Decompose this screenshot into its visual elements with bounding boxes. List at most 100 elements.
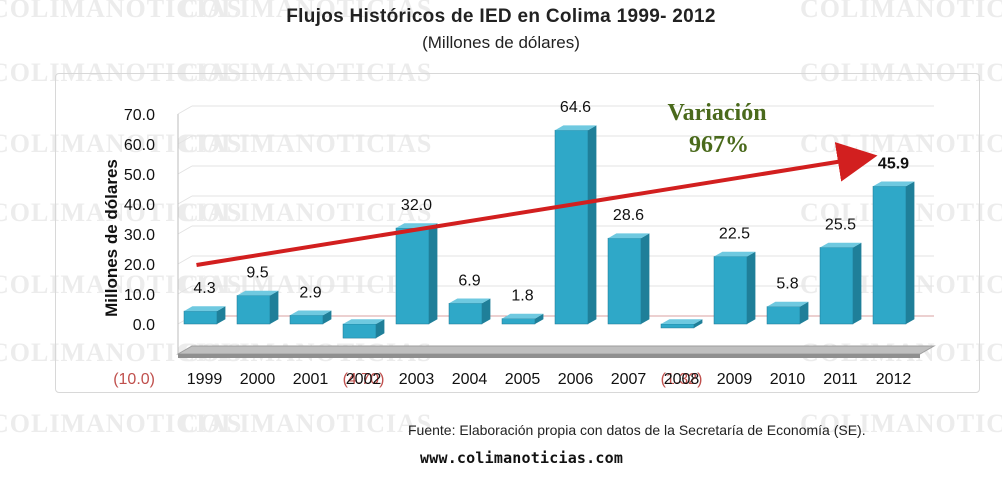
chart-frame <box>55 73 980 393</box>
bar <box>395 223 438 325</box>
annotation-variation-label: Variación <box>667 100 766 126</box>
x-tick-label: 2003 <box>399 371 435 388</box>
bar-top <box>820 242 862 248</box>
gridline-side <box>177 285 193 295</box>
bar-top <box>290 310 332 316</box>
data-label: (1.32) <box>661 371 703 388</box>
gridline-side <box>177 165 193 175</box>
data-label: 4.3 <box>193 280 215 297</box>
annotation-variation-value: 967% <box>689 132 749 158</box>
bar-top <box>449 298 491 304</box>
x-tick-label: 2011 <box>823 371 858 388</box>
bar-front <box>554 129 589 325</box>
bar-side <box>906 181 915 324</box>
bar-top <box>502 313 544 319</box>
chart-subtitle: (Millones de dólares) <box>422 33 580 52</box>
y-tick-label: 20.0 <box>124 257 155 274</box>
x-tick-label: 2009 <box>717 371 753 388</box>
bar-front <box>289 315 324 325</box>
data-label: 25.5 <box>825 217 856 234</box>
bar-side <box>217 306 226 324</box>
bar-front <box>607 237 642 325</box>
bar <box>819 242 862 325</box>
bar <box>342 319 385 339</box>
x-tick-label: 2004 <box>452 371 488 388</box>
gridline-side <box>177 225 193 235</box>
bar-front <box>766 306 801 325</box>
bar-side <box>747 251 756 324</box>
bar <box>448 298 491 325</box>
website-link[interactable]: www.colimanoticias.com <box>420 449 624 467</box>
bar-front <box>501 318 536 325</box>
bar <box>660 319 703 329</box>
bar-top <box>714 251 756 257</box>
bar-side <box>800 301 809 324</box>
bar-side <box>482 298 491 324</box>
x-tick-label: 2006 <box>558 371 594 388</box>
bar-side <box>853 242 862 324</box>
trend-arrow <box>196 142 878 267</box>
chart-floor <box>176 345 936 355</box>
x-tick-label: 2005 <box>505 371 541 388</box>
bar-side <box>588 125 597 325</box>
bar-side <box>641 233 650 324</box>
bar <box>289 310 332 325</box>
bar-top <box>343 319 385 324</box>
bar-top <box>661 319 703 324</box>
bar <box>766 301 809 325</box>
data-label: 9.5 <box>246 265 268 282</box>
x-tick-label: 2002 <box>346 371 382 388</box>
x-tick-label: 2007 <box>611 371 647 388</box>
gridline-side <box>177 255 193 265</box>
data-label: 5.8 <box>776 276 798 293</box>
bar-top <box>555 125 597 131</box>
gridline-side <box>177 105 193 115</box>
chart-floor-edge <box>178 354 920 358</box>
y-tick-label: 0.0 <box>133 317 155 334</box>
bar-top <box>873 181 915 187</box>
bar-side <box>429 223 438 324</box>
chart-title: Flujos Históricos de IED en Colima 1999-… <box>286 6 716 27</box>
bar-side <box>270 290 279 324</box>
data-label: (4.70) <box>343 371 385 388</box>
y-tick-label: 30.0 <box>124 227 155 244</box>
bar-top <box>184 306 226 312</box>
bar-side <box>323 310 332 324</box>
data-label: 22.5 <box>719 226 750 243</box>
data-label: 32.0 <box>401 197 432 214</box>
data-label: 2.9 <box>299 284 321 301</box>
x-tick-label: 2008 <box>664 371 700 388</box>
bar-front <box>872 186 907 325</box>
y-tick-label: 10.0 <box>124 287 155 304</box>
bar-front <box>713 256 748 325</box>
bar <box>713 251 756 325</box>
y-tick-label-negative: (10.0) <box>113 371 155 388</box>
source-note: Fuente: Elaboración propia con datos de … <box>408 422 866 438</box>
x-tick-label: 2010 <box>770 371 806 388</box>
bar-front <box>183 310 218 325</box>
data-label: 6.9 <box>458 272 480 289</box>
bar-front <box>395 227 430 325</box>
data-label: 64.6 <box>560 99 591 116</box>
y-tick-label: 50.0 <box>124 167 155 184</box>
gridline-side <box>177 195 193 205</box>
bar-front <box>236 295 271 325</box>
bar-front <box>342 323 377 339</box>
bar-top <box>767 301 809 307</box>
bar-front <box>660 323 695 329</box>
y-tick-label: 70.0 <box>124 107 155 124</box>
x-tick-label: 2001 <box>293 371 329 388</box>
bar <box>501 313 544 325</box>
bar-top <box>237 290 279 296</box>
y-tick-label: 60.0 <box>124 137 155 154</box>
bar-side <box>694 319 703 328</box>
x-tick-label: 2012 <box>876 371 912 388</box>
bar <box>554 125 597 325</box>
bar <box>183 306 226 325</box>
data-label: 45.9 <box>878 155 909 172</box>
data-label: 1.8 <box>511 288 533 305</box>
bar-side <box>535 313 544 324</box>
bar <box>607 233 650 325</box>
bar <box>236 290 279 325</box>
